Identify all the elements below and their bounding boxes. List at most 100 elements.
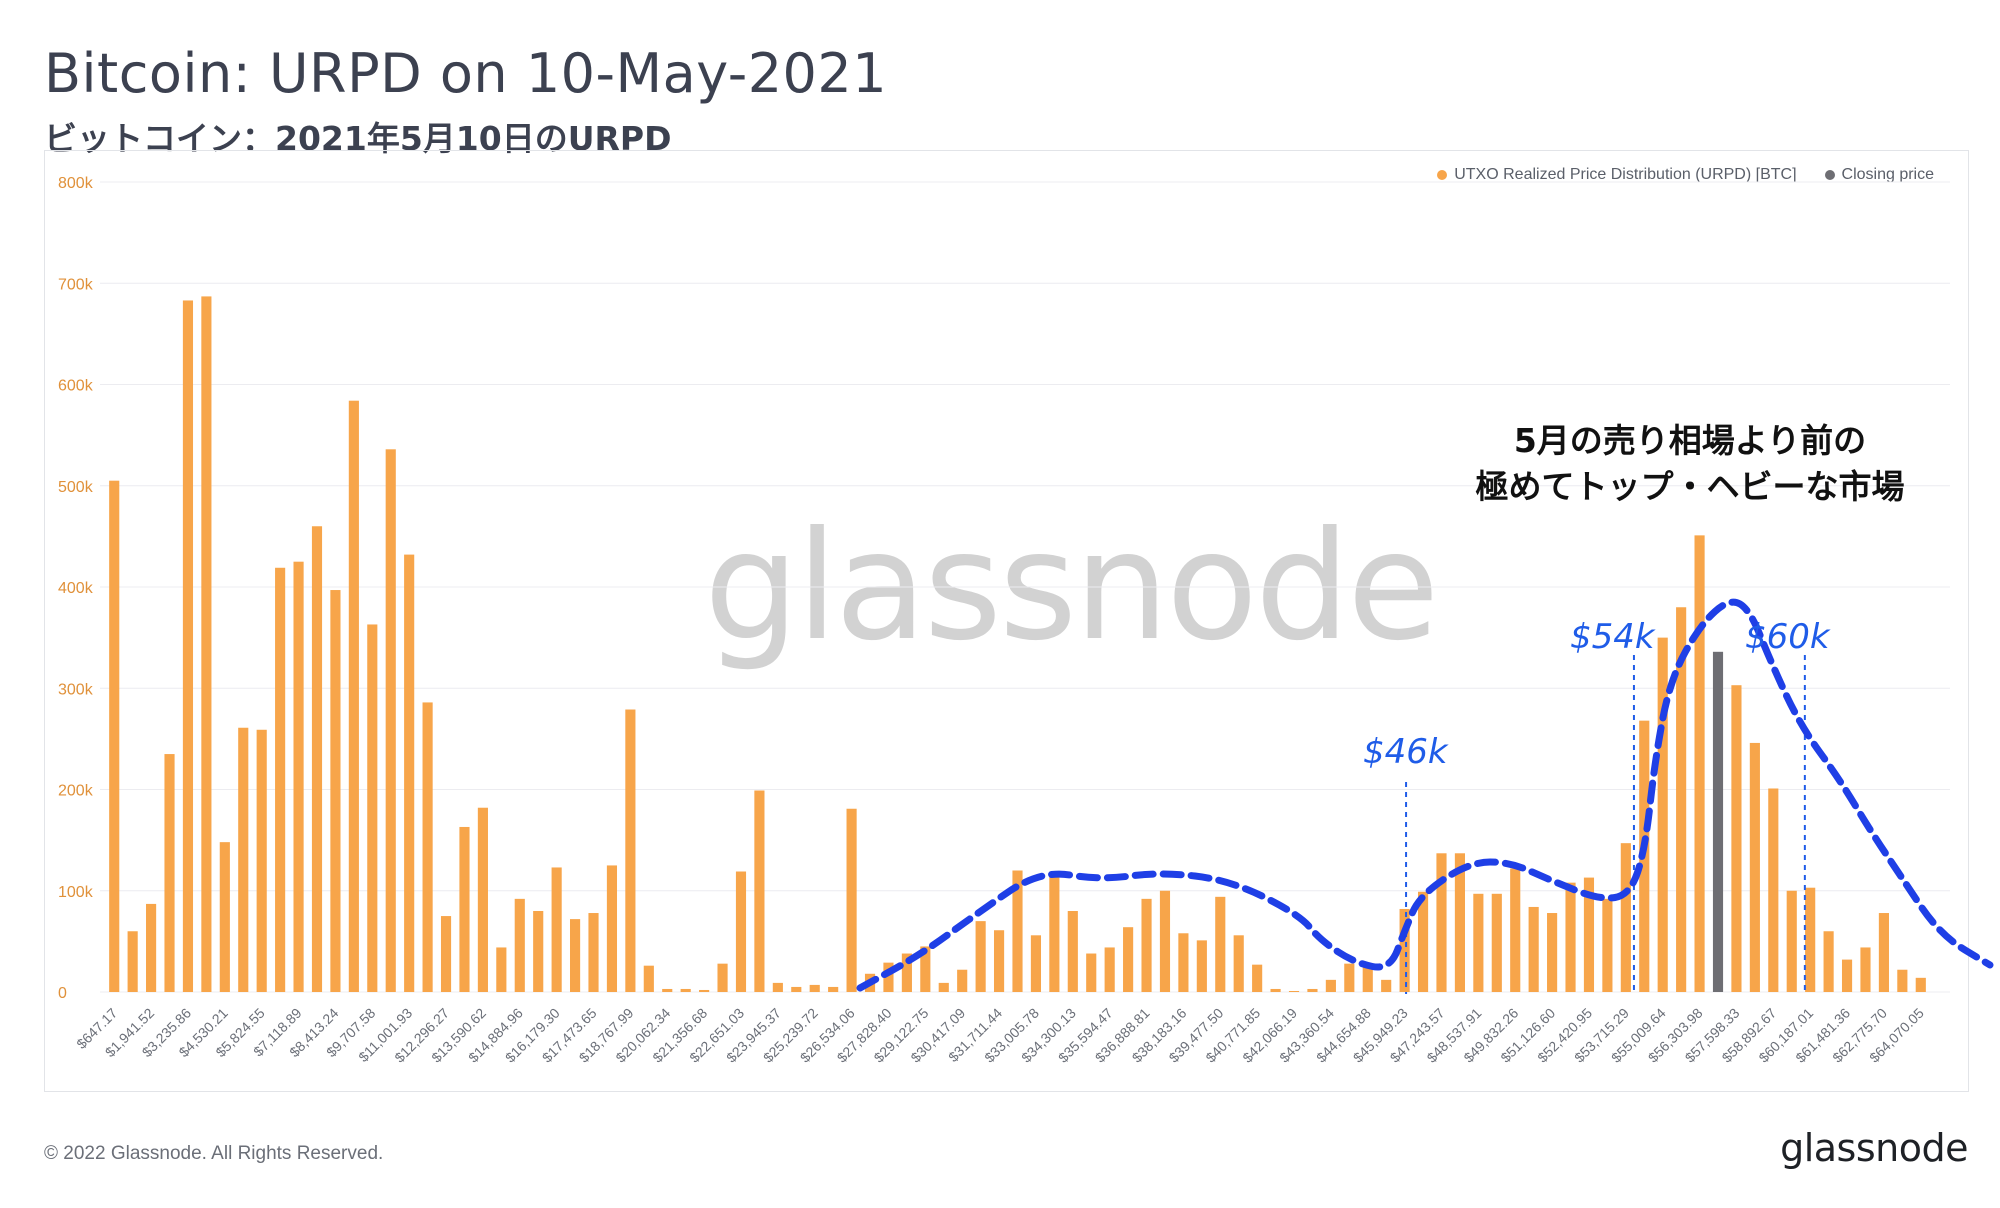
y-tick-label: 800k — [58, 175, 94, 192]
urpd-bar — [514, 898, 525, 992]
chart-subtitle: ビットコイン：2021年5月10日のURPD — [44, 119, 672, 158]
urpd-bar — [1141, 898, 1152, 992]
urpd-bar — [1491, 893, 1502, 992]
price-label-60k: $60k — [1745, 617, 1830, 657]
urpd-bar — [1620, 843, 1631, 992]
urpd-bar — [1528, 906, 1539, 992]
y-tick-label: 400k — [58, 580, 94, 597]
urpd-bar — [993, 930, 1005, 992]
y-tick-label: 600k — [58, 378, 94, 395]
urpd-bar — [1417, 891, 1429, 992]
urpd-bar — [735, 871, 747, 992]
urpd-bar — [1344, 963, 1355, 992]
urpd-bar — [1805, 887, 1816, 992]
urpd-bar — [1547, 913, 1558, 992]
urpd-bar — [975, 921, 986, 992]
annotation-line-1: 5月の売り相場より前の — [1513, 421, 1867, 460]
urpd-bar — [606, 865, 618, 992]
urpd-bar — [238, 727, 249, 992]
urpd-bar — [957, 969, 968, 992]
legend-dot-urpd — [1437, 170, 1448, 180]
urpd-bar — [772, 982, 783, 992]
urpd-bar — [920, 946, 931, 992]
urpd-bar — [459, 826, 470, 992]
urpd-bar — [1288, 990, 1300, 992]
urpd-bar — [1123, 927, 1134, 992]
urpd-bar — [662, 988, 673, 992]
urpd-bar — [440, 916, 452, 992]
urpd-bar — [1454, 853, 1465, 992]
urpd-bar — [1030, 935, 1042, 992]
urpd-bar — [791, 986, 802, 992]
urpd-bar — [404, 554, 415, 992]
price-label-54k: $54k — [1570, 617, 1655, 657]
urpd-bar — [1473, 893, 1484, 992]
y-tick-label: 700k — [58, 276, 94, 293]
urpd-bar — [828, 986, 839, 992]
urpd-bar — [219, 842, 230, 992]
urpd-bar — [164, 754, 175, 992]
urpd-bar — [146, 903, 157, 992]
urpd-bar — [1565, 882, 1576, 992]
urpd-bar — [477, 807, 488, 992]
urpd-bar — [1307, 988, 1318, 992]
y-tick-label: 500k — [58, 479, 94, 496]
legend-label-urpd: UTXO Realized Price Distribution (URPD) … — [1454, 166, 1797, 183]
chart-frame — [44, 150, 1969, 1092]
urpd-bar — [1731, 685, 1742, 992]
urpd-bar — [1325, 979, 1336, 992]
urpd-bar — [533, 911, 544, 992]
urpd-bar — [1823, 931, 1834, 992]
y-tick-label: 0 — [58, 985, 67, 1002]
legend-item-urpd[interactable]: UTXO Realized Price Distribution (URPD) … — [1437, 166, 1797, 184]
urpd-bar — [1399, 908, 1410, 992]
urpd-bar — [1860, 947, 1871, 992]
annotation-text: 5月の売り相場より前の 極めてトップ・ヘビーな市場 — [1430, 418, 1950, 510]
urpd-bar — [1786, 890, 1797, 992]
legend-item-closing-price[interactable]: Closing price — [1824, 166, 1934, 184]
urpd-bar — [1252, 964, 1263, 992]
annotation-line-2: 極めてトップ・ヘビーな市場 — [1475, 467, 1905, 506]
urpd-bar — [1878, 913, 1889, 992]
urpd-bar — [570, 919, 581, 992]
urpd-bar — [1067, 911, 1078, 992]
chart-legend: UTXO Realized Price Distribution (URPD) … — [1437, 166, 1934, 184]
urpd-bar — [109, 480, 120, 992]
urpd-bar — [1897, 969, 1908, 992]
urpd-bar — [201, 296, 212, 993]
urpd-bar — [1362, 966, 1373, 992]
urpd-bar — [1694, 535, 1705, 992]
urpd-bar — [311, 526, 323, 992]
urpd-bar — [385, 449, 396, 992]
urpd-bar — [846, 808, 857, 992]
urpd-bar — [883, 962, 894, 992]
urpd-bar — [1086, 953, 1097, 992]
urpd-bar — [680, 988, 691, 992]
urpd-bar — [1841, 959, 1853, 992]
urpd-bar — [1233, 935, 1244, 992]
urpd-bar — [1749, 742, 1760, 992]
urpd-bar — [1583, 877, 1595, 992]
y-tick-label: 100k — [58, 884, 94, 901]
urpd-bar — [348, 400, 359, 992]
urpd-bar — [1159, 890, 1171, 992]
urpd-bar — [256, 729, 267, 992]
legend-label-closing-price: Closing price — [1841, 166, 1934, 183]
price-label-46k: $46k — [1363, 732, 1448, 772]
urpd-bar — [1510, 868, 1521, 992]
urpd-bar — [1104, 947, 1115, 992]
urpd-bar — [1436, 853, 1447, 992]
urpd-bar — [643, 965, 654, 992]
urpd-bar — [1012, 870, 1023, 992]
urpd-bar — [1768, 788, 1779, 992]
urpd-bar — [1657, 637, 1668, 992]
urpd-bar — [182, 300, 194, 992]
urpd-bar — [901, 953, 912, 992]
chart-title: Bitcoin: URPD on 10-May-2021 — [44, 42, 888, 105]
urpd-bar — [275, 567, 286, 992]
urpd-bar — [422, 702, 433, 992]
urpd-bar — [717, 963, 728, 992]
urpd-bar — [938, 982, 949, 992]
urpd-bar — [1676, 607, 1687, 992]
urpd-bar — [1178, 933, 1189, 992]
